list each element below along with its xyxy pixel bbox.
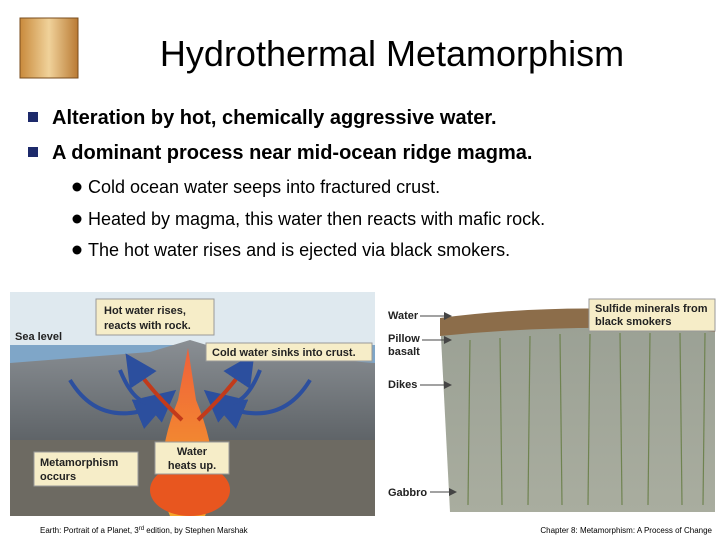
bullet-marker [28,147,38,157]
sub-bullet-marker [72,182,82,192]
label: Pillow [388,333,420,345]
label: occurs [40,471,76,483]
crust-section: Water Pillow basalt Dikes Gabbro Sulfide… [388,292,716,512]
bullet-marker [28,112,38,122]
label: reacts with rock. [104,320,191,332]
bullet: A dominant process near mid-ocean ridge … [52,142,533,164]
bullet: Alteration by hot, chemically aggressive… [52,107,497,129]
label-box [33,451,139,487]
label-box [154,441,230,475]
label: Water [177,446,208,458]
label: black smokers [595,316,671,328]
label: heats up. [168,460,216,472]
sub-bullet: Cold ocean water seeps into fractured cr… [88,177,440,197]
label: basalt [388,346,420,358]
label: Sulfide minerals from [595,303,708,315]
sub-bullet: The hot water rises and is ejected via b… [88,240,510,260]
ridge-diagram: Hot water rises, reacts with rock. Sea l… [10,292,375,516]
sub-bullet-marker [72,214,82,224]
sub-bullet: Heated by magma, this water then reacts … [88,209,545,229]
logo [19,17,79,79]
footer-text: Earth: Portrait of a Planet, 3 [40,526,139,535]
label: Sea level [15,331,62,343]
title: Hydrothermal Metamorphism [160,33,624,74]
label: Gabbro [388,487,427,499]
label-box [205,342,373,362]
footer-text: edition, by Stephen Marshak [144,526,249,535]
footer-left: Earth: Portrait of a Planet, 3rd edition… [40,526,249,535]
footer-sup: rd [139,526,144,532]
label-box [588,298,716,332]
sub-bullet-marker [72,245,82,255]
label: Water [388,310,419,322]
label: Dikes [388,379,417,391]
footer-right: Chapter 8: Metamorphism: A Process of Ch… [540,526,712,535]
label: Cold water sinks into crust. [212,347,356,359]
label: Metamorphism [40,457,118,469]
label-box [95,298,215,336]
label: Hot water rises, [104,305,186,317]
